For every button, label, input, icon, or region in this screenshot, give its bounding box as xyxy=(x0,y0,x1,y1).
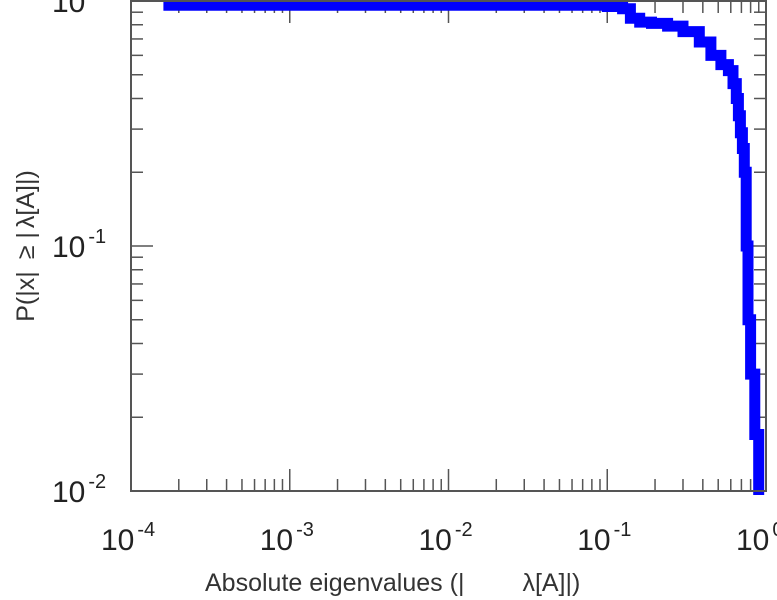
y-axis-label-part-1: P(|x| xyxy=(12,271,40,322)
x-tick-exponent: -1 xyxy=(614,519,632,541)
x-tick-label: 10 -1 xyxy=(577,519,631,557)
x-tick-base: 10 xyxy=(577,524,610,557)
x-tick-exponent: 0 xyxy=(772,519,777,541)
x-axis-label-part-2: λ[A]|) xyxy=(522,569,580,597)
x-tick-exponent: -2 xyxy=(455,519,473,541)
x-tick-exponent: -3 xyxy=(296,519,314,541)
series-line-1 xyxy=(163,0,765,495)
y-tick-label: 10 -1 xyxy=(52,226,106,264)
x-tick-label: 10 -2 xyxy=(419,519,473,557)
x-tick-base: 10 xyxy=(101,524,134,557)
series-group xyxy=(163,0,765,495)
x-axis-label: Absolute eigenvalues (| λ[A]|) xyxy=(205,569,580,597)
y-tick-exponent: -2 xyxy=(88,471,106,493)
x-tick-base: 10 xyxy=(260,524,293,557)
x-axis-label-part-1: Absolute eigenvalues (| xyxy=(205,569,464,597)
y-axis-label-part-3: λ[A]|) xyxy=(12,170,40,228)
y-axis-label-part-2: ≥ | xyxy=(12,232,40,259)
tick-labels: 10-410-310-210-110010010-110-2 xyxy=(52,0,777,557)
y-tick-base: 10 xyxy=(52,0,85,19)
tick-marks xyxy=(130,0,767,492)
x-tick-exponent: -4 xyxy=(137,519,155,541)
x-tick-label: 100 xyxy=(736,519,777,557)
y-tick-label: 10 -2 xyxy=(52,471,106,509)
y-tick-exponent: -1 xyxy=(88,226,106,248)
y-tick-label: 100 xyxy=(52,0,100,19)
x-tick-label: 10 -4 xyxy=(101,519,155,557)
y-axis-label: P(|x| ≥ | λ[A]|) xyxy=(12,170,40,322)
y-tick-exponent: 0 xyxy=(88,0,99,3)
x-tick-base: 10 xyxy=(736,524,769,557)
plot-frame xyxy=(130,0,767,492)
y-tick-base: 10 xyxy=(52,231,85,264)
x-tick-base: 10 xyxy=(419,524,452,557)
y-tick-base: 10 xyxy=(52,476,85,509)
x-tick-label: 10 -3 xyxy=(260,519,314,557)
